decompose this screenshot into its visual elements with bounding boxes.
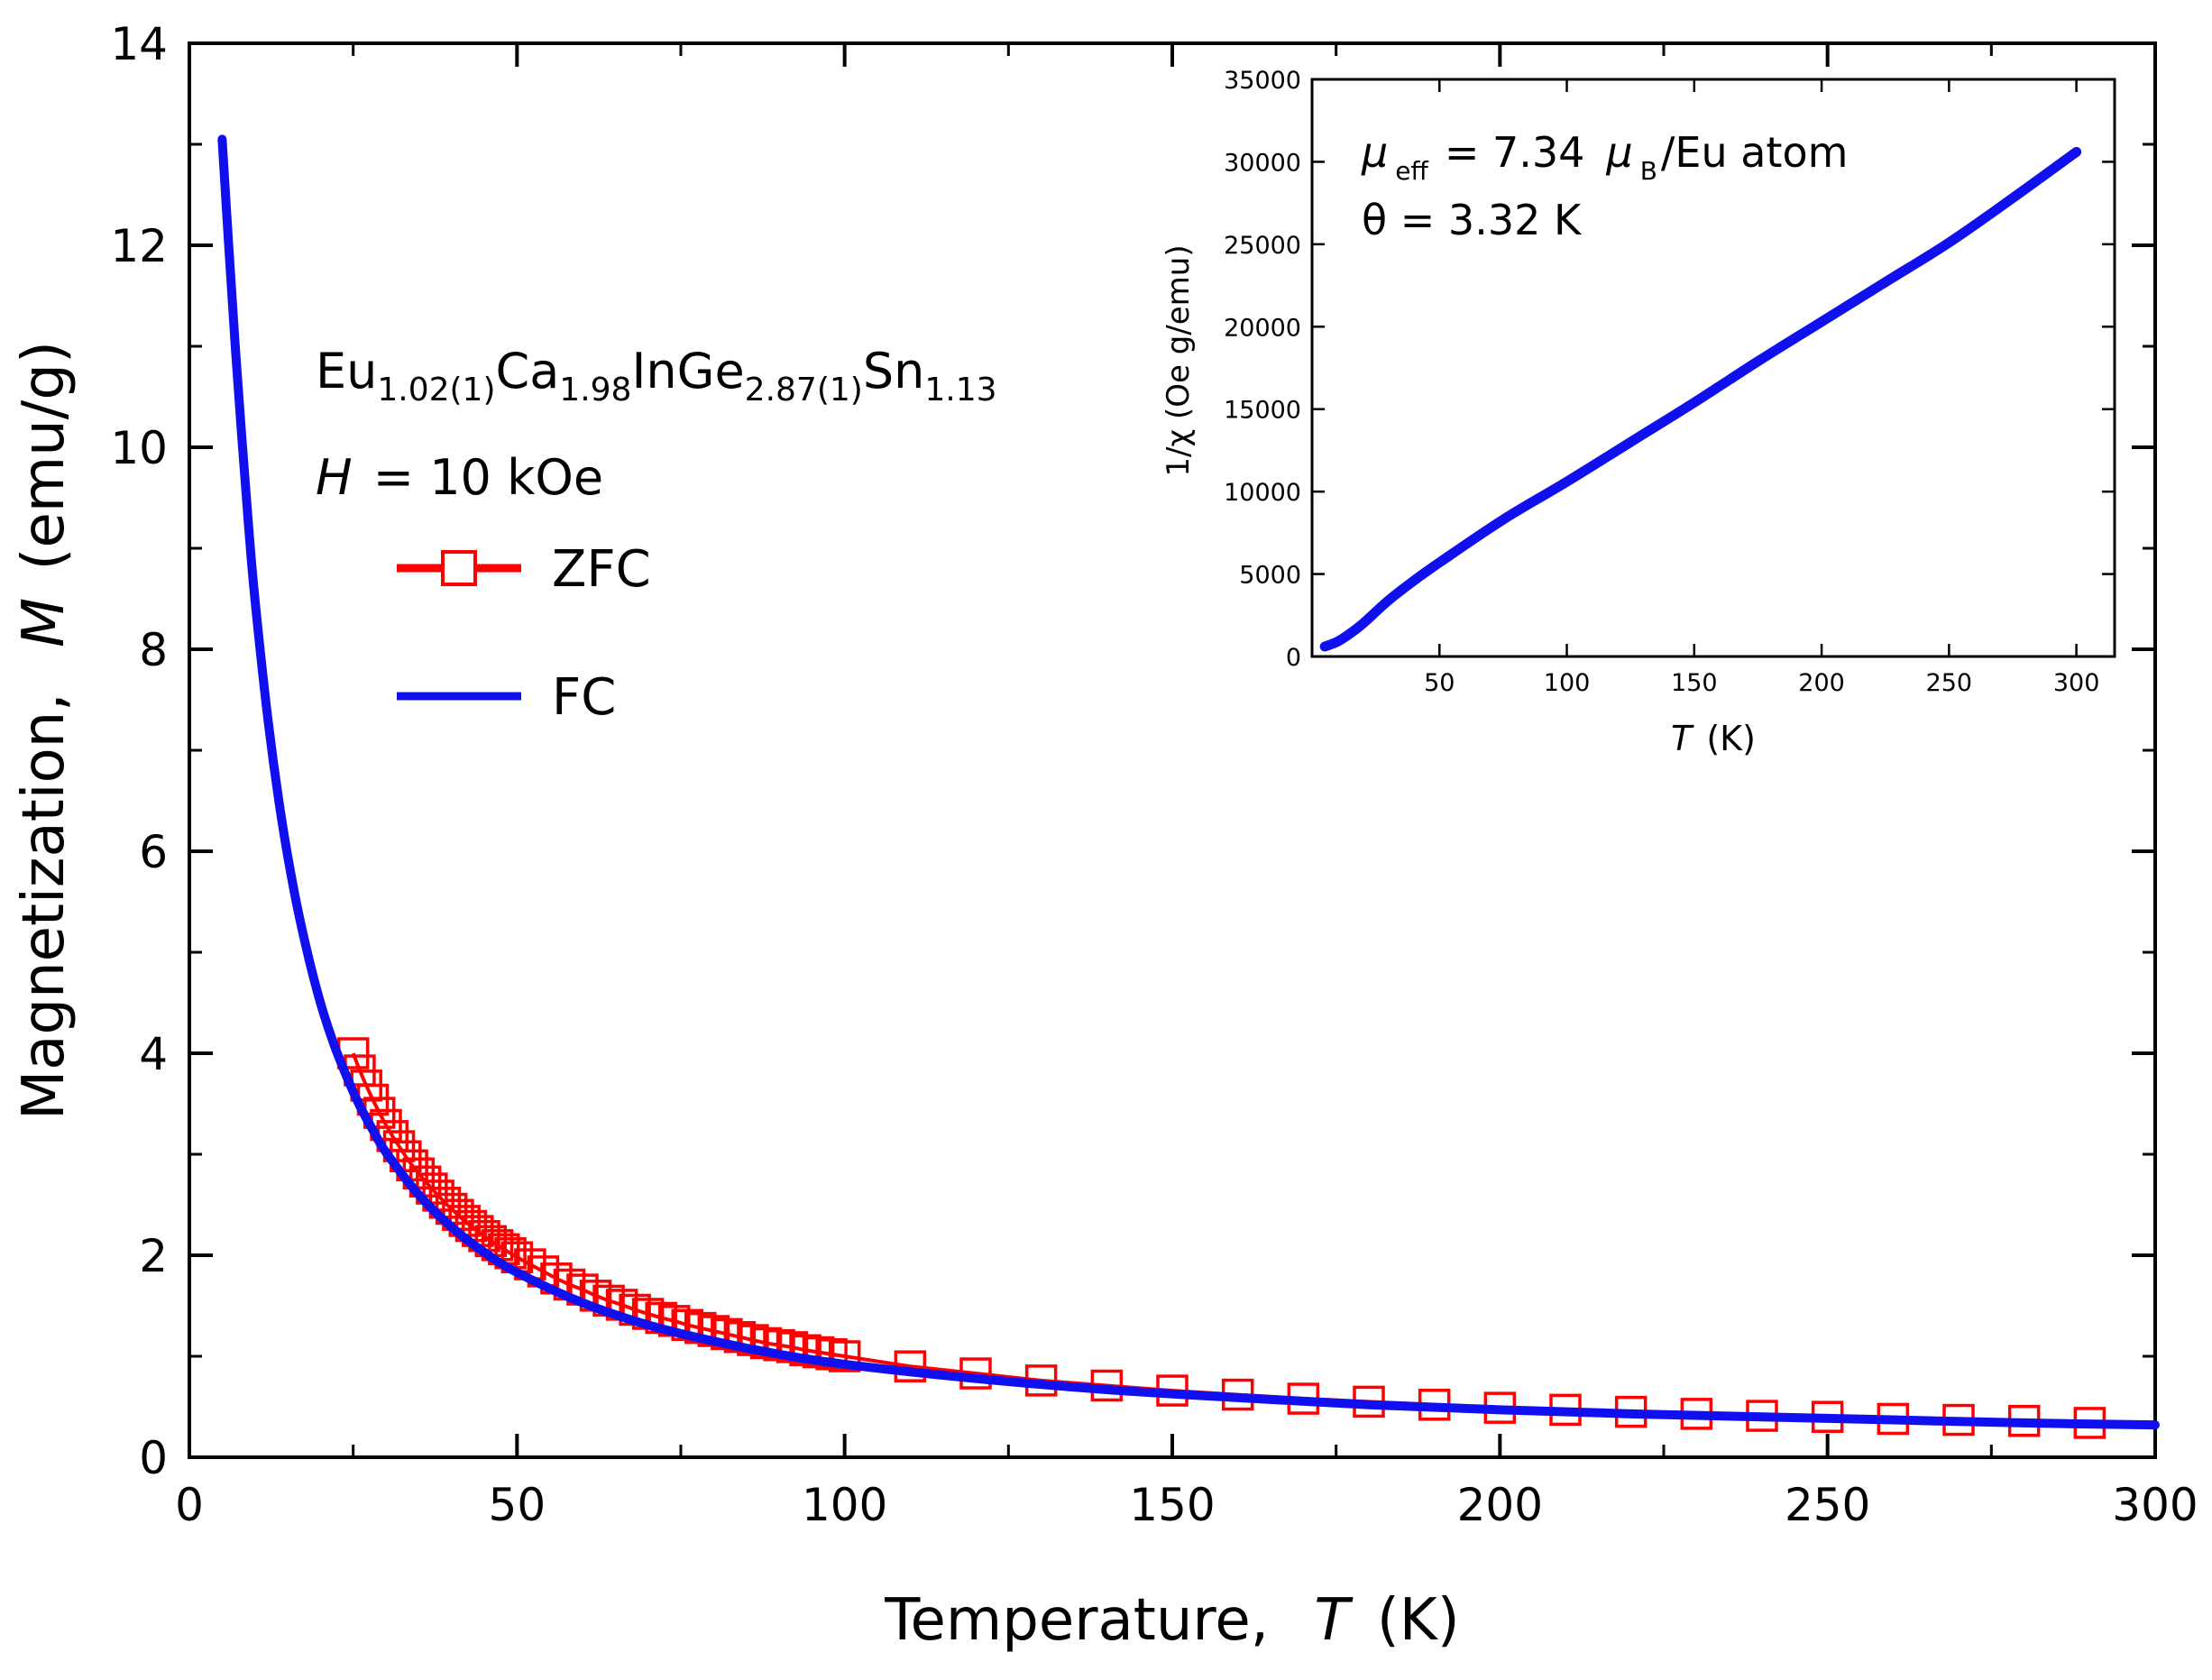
applied-field: H = 10 kOe (316, 449, 603, 506)
inset-y-tick-label: 5000 (1239, 562, 1301, 590)
y-tick-label: 12 (110, 220, 168, 272)
mu-b-unit: /Eu atom (1661, 128, 1849, 177)
x-tick-label: 50 (489, 1479, 546, 1531)
y-tick-label: 14 (110, 18, 168, 70)
y-tick-label: 8 (139, 624, 168, 676)
y-tick-label: 2 (139, 1230, 168, 1282)
y-axis-title-unit: (emu/g) (11, 341, 78, 570)
inset-y-tick-label: 35000 (1224, 67, 1301, 95)
y-axis-title: Magnetization, M (emu/g) (11, 341, 78, 1120)
y-axis-title-text: Magnetization, (11, 693, 78, 1120)
inset-mu-eff-annotation: μ eff = 7.34 μ B/Eu atom (1361, 128, 1848, 186)
x-tick-label: 300 (2112, 1479, 2198, 1531)
x-tick-label: 0 (175, 1479, 204, 1531)
inset-x-tick-label: 100 (1544, 669, 1591, 697)
main-plot-series (217, 134, 2160, 1439)
formula-eu-sub: 1.02(1) (377, 372, 495, 409)
sample-formula: Eu1.02(1)Ca1.98InGe2.87(1)Sn1.13 (316, 343, 997, 409)
mu-eff-symbol: μ (1361, 128, 1388, 177)
y-tick-label: 6 (139, 826, 168, 878)
inset-y-tick-label: 20000 (1224, 314, 1301, 342)
inset-x-axis-unit: (K) (1706, 719, 1756, 758)
x-axis-title-text: Temperature, (884, 1587, 1269, 1654)
inset-x-tick-label: 50 (1424, 669, 1455, 697)
mu-b-symbol: μ (1605, 128, 1632, 177)
inset-y-tick-label: 25000 (1224, 232, 1301, 260)
fc-line (217, 134, 2160, 1430)
formula-ca: Ca (496, 343, 560, 399)
applied-field-symbol: H (316, 449, 353, 506)
formula-eu: Eu (316, 343, 377, 399)
inset-y-tick-label: 15000 (1224, 397, 1301, 425)
inset-y-tick-label: 10000 (1224, 479, 1301, 507)
y-axis-title-symbol: M (11, 598, 78, 647)
inset-x-tick-label: 300 (2053, 669, 2100, 697)
inset-y-tick-label: 30000 (1224, 149, 1301, 177)
inset-y-axis-title: 1/χ (Oe g/emu) (1161, 244, 1197, 476)
applied-field-value: = 10 kOe (373, 449, 603, 506)
y-tick-label: 4 (139, 1028, 168, 1080)
x-axis-title-unit: (K) (1377, 1587, 1460, 1654)
x-tick-label: 150 (1129, 1479, 1215, 1531)
legend-zfc-label: ZFC (552, 540, 651, 599)
x-tick-label: 250 (1785, 1479, 1870, 1531)
zfc-line (351, 1052, 2090, 1425)
formula-sn-sub: 1.13 (924, 372, 996, 409)
y-tick-label: 0 (139, 1432, 168, 1484)
formula-sn: Sn (863, 343, 925, 399)
inset-theta-annotation: θ = 3.32 K (1362, 196, 1583, 244)
mu-b-sub: B (1640, 156, 1657, 186)
x-axis-title: Temperature, T (K) (884, 1587, 1459, 1654)
inset-x-tick-label: 150 (1671, 669, 1718, 697)
mu-eff-sub: eff (1395, 156, 1428, 186)
inset-x-tick-label: 200 (1798, 669, 1845, 697)
inset-inverse-susceptibility-line (1319, 146, 2082, 652)
legend-zfc-marker (441, 550, 477, 586)
inset-x-axis-symbol: T (1671, 719, 1694, 758)
inset-y-tick-label: 0 (1286, 644, 1301, 672)
x-tick-label: 200 (1457, 1479, 1543, 1531)
legend-fc-label: FC (552, 668, 616, 727)
x-axis-title-symbol: T (1314, 1587, 1354, 1654)
formula-inge: InGe (631, 343, 744, 399)
inset-axis-ticks: 50 100 150 200 250 300 0 5000 10000 15000 20000 250… (1224, 67, 2115, 697)
main-axis-ticks: 0 50 100 150 200 250 300 0 2 4 6 8 10 12 14 (110, 18, 2198, 1531)
zfc-marker (828, 1340, 861, 1372)
legend: ZFC FC (397, 540, 651, 727)
formula-inge-sub: 2.87(1) (745, 372, 863, 409)
formula-ca-sub: 1.98 (559, 372, 631, 409)
inset-x-axis-title: T (K) (1671, 719, 1756, 758)
x-tick-label: 100 (802, 1479, 887, 1531)
inset-x-tick-label: 250 (1926, 669, 1973, 697)
inset-plot-series (1319, 146, 2082, 652)
mu-eff-value: = 7.34 (1445, 128, 1585, 177)
y-tick-label: 10 (110, 422, 168, 474)
